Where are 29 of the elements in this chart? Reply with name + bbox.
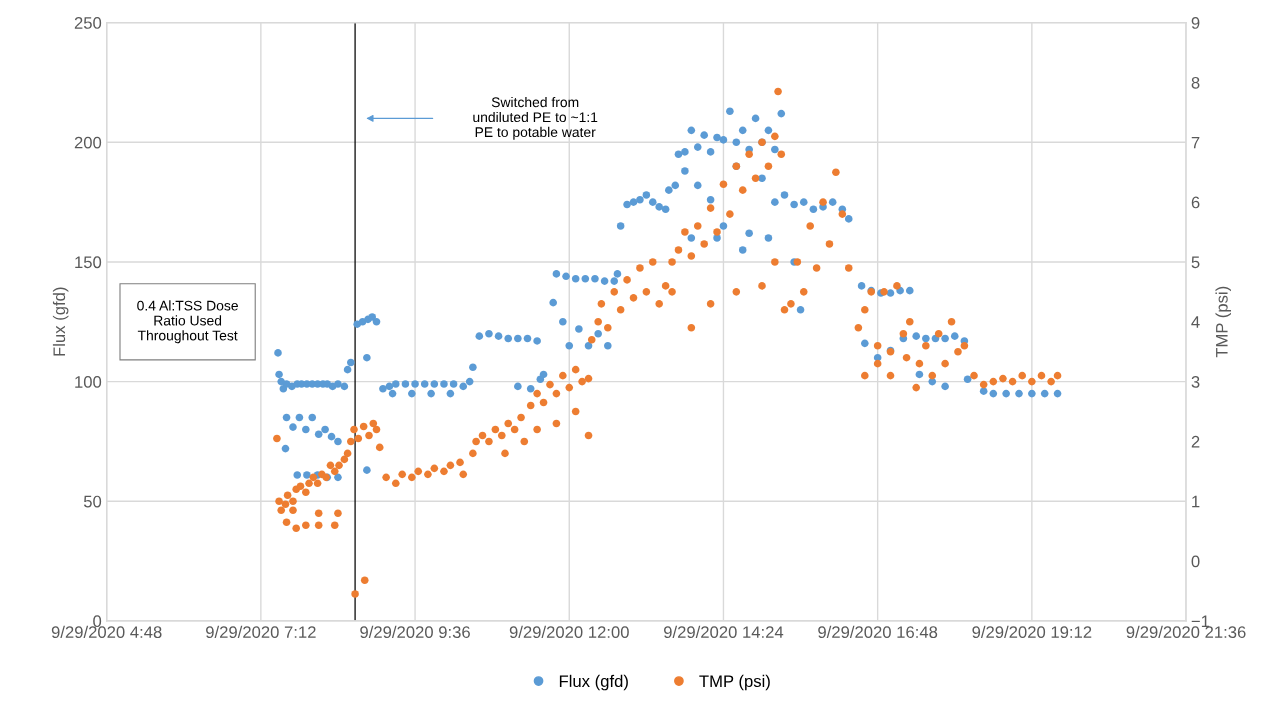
y2-tick-label: −1 [1191,615,1210,627]
y2-axis-title: TMP (psi) [1215,286,1232,358]
y2-tick-label: 7 [1191,136,1200,149]
y2-tick-label: 1 [1192,495,1200,508]
y2-tick-label: 3 [1191,376,1200,388]
x-tick-label: 9/29/2020 14:24 [664,625,784,639]
x-tick-label: 9/29/2020 7:12 [206,625,316,639]
x-tick-label: 9/29/2020 19:12 [972,625,1092,639]
annotation: 0.4 Al:TSS Dose Ratio Used Throughout Test [137,300,238,344]
y2-tick-label: 4 [1191,316,1200,328]
y2-tick-label: 8 [1191,76,1200,89]
legend-label: TMP (psi) [699,674,770,691]
y2-tick-label: 6 [1191,196,1200,209]
y-tick-label: 100 [75,376,102,388]
annotation: Switched from undiluted PE to ~1:1 PE to potable water [473,96,598,140]
legend-label: Flux (gfd) [559,674,628,691]
y-tick-label: 50 [83,495,102,508]
x-tick-label: 9/29/2020 16:48 [818,625,938,639]
x-tick-label: 9/29/2020 12:00 [509,625,629,639]
y2-tick-label: 2 [1191,435,1200,448]
y2-tick-label: 9 [1191,17,1200,29]
y-tick-label: 200 [74,136,102,149]
y-axis-title: Flux (gfd) [52,287,69,356]
x-tick-label: 9/29/2020 4:48 [51,625,162,639]
y-tick-label: 250 [74,17,102,29]
x-tick-label: 9/29/2020 9:36 [360,625,470,639]
y2-tick-label: 0 [1191,555,1200,568]
y2-tick-label: 5 [1191,256,1200,269]
y-tick-label: 150 [75,256,102,269]
